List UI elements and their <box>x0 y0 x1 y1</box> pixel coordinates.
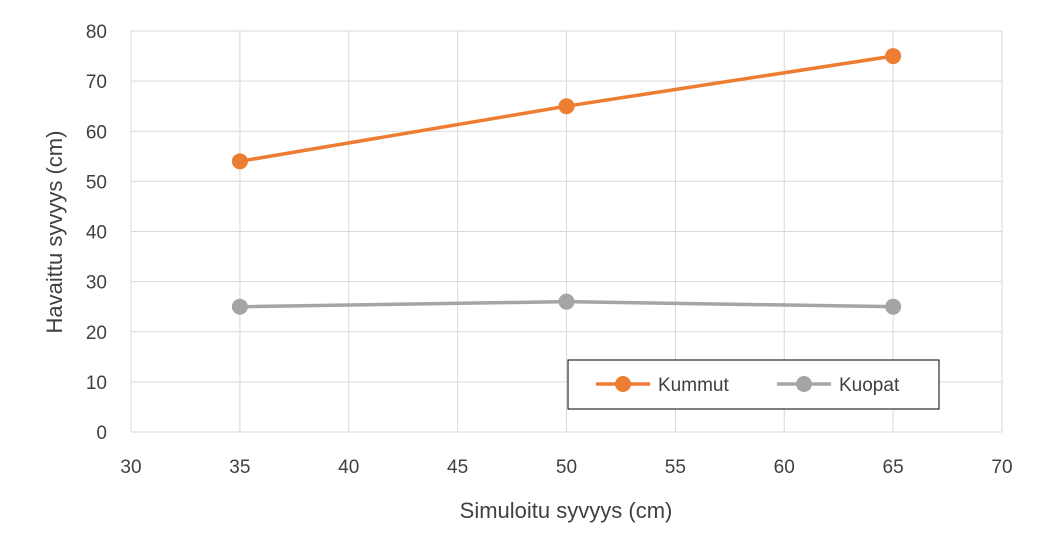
y-tick-label: 70 <box>86 72 107 93</box>
y-axis-title: Havaittu syvyys (cm) <box>42 131 67 334</box>
data-point <box>885 48 902 65</box>
y-tick-label: 10 <box>86 373 107 394</box>
y-tick-label: 20 <box>86 323 107 344</box>
legend: Kummut Kuopat <box>567 359 940 410</box>
data-point <box>231 153 248 170</box>
x-tick-label: 40 <box>338 457 359 478</box>
x-tick-label: 50 <box>556 457 577 478</box>
x-tick-label: 55 <box>665 457 686 478</box>
x-tick-label: 60 <box>774 457 795 478</box>
data-point <box>231 298 248 315</box>
x-tick-label: 65 <box>883 457 904 478</box>
y-tick-label: 40 <box>86 223 107 244</box>
legend-label: Kummut <box>658 375 729 396</box>
y-tick-label: 80 <box>86 22 107 43</box>
y-tick-label: 30 <box>86 273 107 294</box>
data-point <box>885 298 902 315</box>
x-tick-label: 70 <box>991 457 1012 478</box>
y-tick-label: 0 <box>96 423 107 444</box>
x-tick-label: 35 <box>229 457 250 478</box>
axes: 30 35 40 45 50 55 60 65 70 0 10 20 30 40 50 60 70 80 <box>86 22 1013 478</box>
y-tick-label: 50 <box>86 172 107 193</box>
legend-marker <box>796 376 812 392</box>
y-tick-label: 60 <box>86 122 107 143</box>
x-tick-label: 45 <box>447 457 468 478</box>
x-tick-label: 30 <box>120 457 141 478</box>
data-point <box>558 98 575 115</box>
legend-label: Kuopat <box>839 375 900 396</box>
legend-marker <box>615 376 631 392</box>
data-point <box>558 293 575 310</box>
x-axis-title: Simuloitu syvyys (cm) <box>460 498 673 523</box>
series-layer <box>231 48 902 315</box>
